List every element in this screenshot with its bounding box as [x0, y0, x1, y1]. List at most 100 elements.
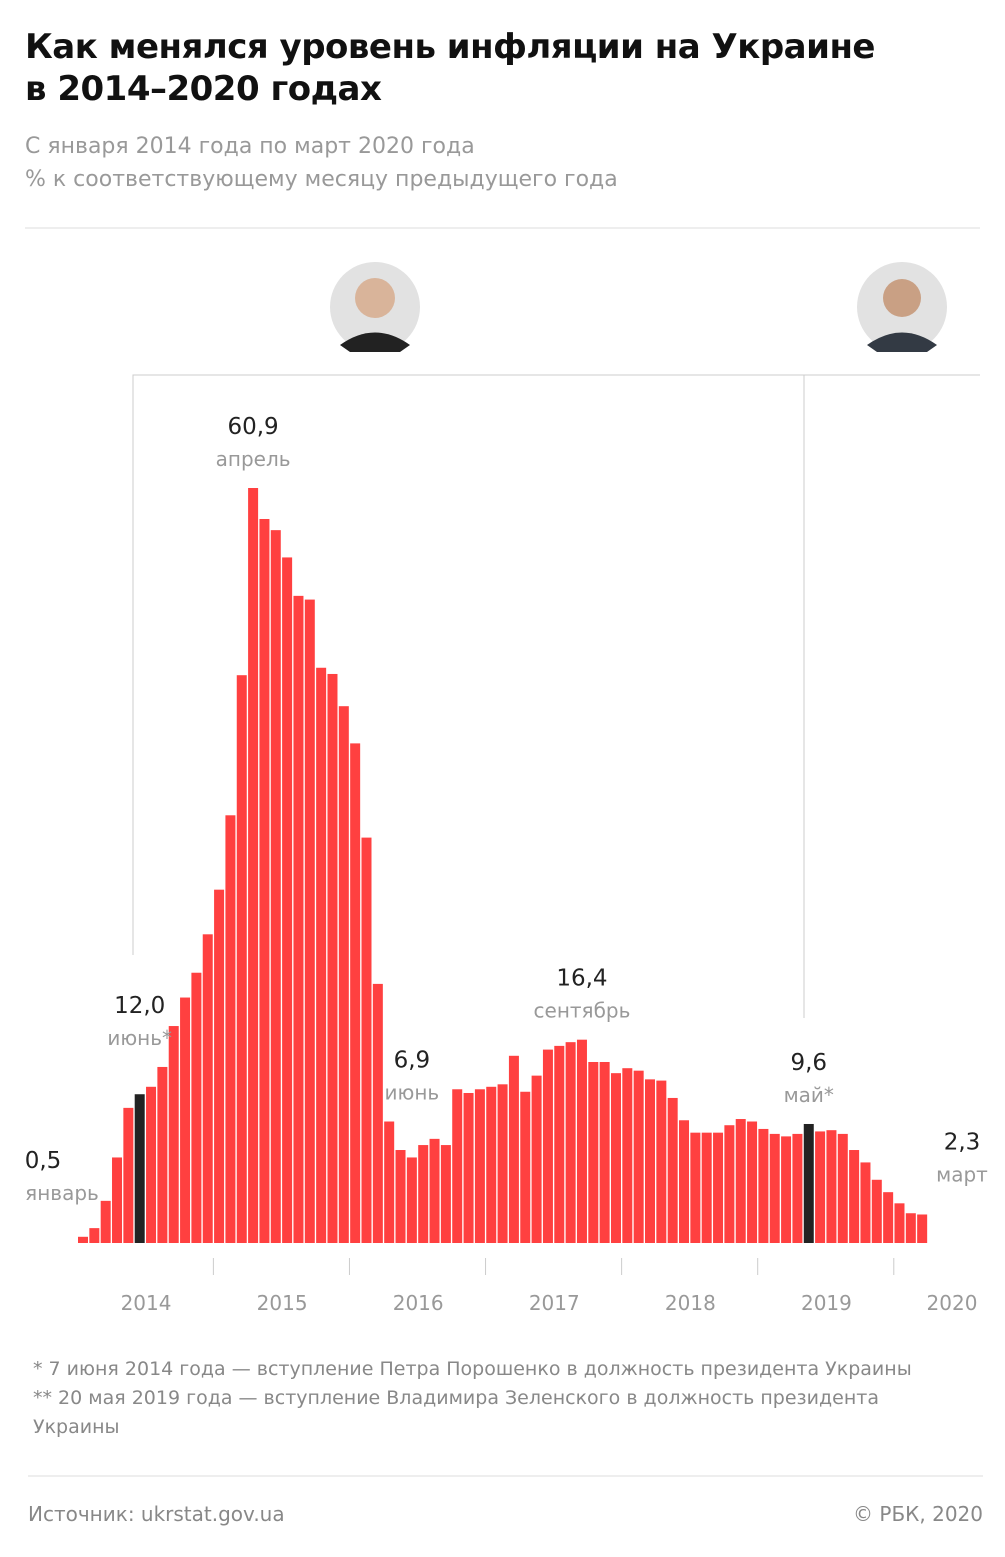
x-tick-label: 2015: [257, 1291, 308, 1315]
x-tick-label: 2018: [665, 1291, 716, 1315]
subtitle-line: С января 2014 года по март 2020 года: [25, 134, 475, 159]
title-line: в 2014–2020 годах: [25, 69, 382, 109]
bar: [168, 1026, 179, 1243]
value-label: 9,6: [790, 1050, 827, 1076]
month-label: апрель: [216, 447, 291, 471]
bar: [282, 557, 293, 1243]
bar: [259, 518, 270, 1243]
bar: [837, 1133, 848, 1243]
title: Как менялся уровень инфляции на Украине …: [25, 26, 876, 110]
bar: [146, 1086, 157, 1243]
bar: [917, 1214, 928, 1243]
bar: [815, 1131, 826, 1243]
bar: [112, 1157, 123, 1243]
bar: [497, 1084, 508, 1243]
bar: [293, 595, 304, 1243]
bar: [905, 1213, 916, 1243]
bar: [769, 1133, 780, 1243]
bar: [100, 1200, 111, 1243]
value-label: 12,0: [114, 993, 165, 1019]
bar: [849, 1150, 860, 1243]
bar: [123, 1107, 134, 1243]
bar: [713, 1132, 724, 1243]
month-label: июнь*: [107, 1026, 172, 1050]
bar: [735, 1119, 746, 1243]
bar: [406, 1157, 417, 1243]
portrait-face: [355, 278, 395, 318]
bar: [554, 1045, 565, 1243]
portrait-suit: [340, 332, 410, 352]
title-line: Как менялся уровень инфляции на Украине: [25, 27, 876, 67]
bar: [361, 837, 372, 1243]
bar: [656, 1080, 667, 1243]
bar: [633, 1070, 644, 1243]
bar: [679, 1120, 690, 1243]
bar: [270, 530, 281, 1243]
bar: [157, 1066, 168, 1243]
bar: [588, 1061, 599, 1243]
bar: [871, 1179, 882, 1243]
subtitle: С января 2014 года по март 2020 года % к…: [25, 130, 618, 196]
bar: [429, 1138, 440, 1243]
bar: [576, 1039, 587, 1243]
bar: [452, 1089, 463, 1243]
bar: [701, 1132, 712, 1243]
bar: [565, 1042, 576, 1243]
month-label: март: [936, 1162, 988, 1186]
bar: [191, 972, 202, 1243]
bar: [781, 1136, 792, 1243]
bar: [304, 599, 315, 1243]
portrait-face: [883, 279, 921, 317]
source: Источник: ukrstat.gov.ua: [28, 1502, 285, 1526]
bar: [372, 983, 383, 1243]
bar: [610, 1073, 621, 1243]
bar: [792, 1133, 803, 1243]
bar: [486, 1086, 497, 1243]
bar: [395, 1150, 406, 1243]
value-label: 2,3: [944, 1129, 981, 1155]
month-label: сентябрь: [534, 999, 631, 1023]
bar: [826, 1130, 837, 1243]
bar: [202, 934, 213, 1243]
bar: [89, 1228, 100, 1243]
bar: [338, 706, 349, 1243]
bar: [134, 1094, 145, 1243]
bar: [316, 667, 327, 1243]
bar: [350, 743, 361, 1243]
value-label: 6,9: [394, 1048, 431, 1074]
bar: [724, 1125, 735, 1243]
footnotes: * 7 июня 2014 года — вступление Петра По…: [33, 1355, 963, 1442]
copyright: © РБК, 2020: [853, 1502, 983, 1526]
bar: [463, 1092, 474, 1243]
bar: [803, 1123, 814, 1243]
bar: [474, 1089, 485, 1243]
bar: [78, 1236, 88, 1243]
bar: [180, 997, 191, 1243]
x-tick-label: 2017: [529, 1291, 580, 1315]
bar: [327, 673, 338, 1243]
bar: [225, 815, 236, 1243]
bar: [520, 1091, 531, 1243]
footnote: ** 20 мая 2019 года — вступление Владими…: [33, 1387, 879, 1438]
bar: [418, 1145, 429, 1243]
bar: [531, 1075, 542, 1243]
term-line: [132, 374, 980, 955]
month-label: январь: [25, 1181, 99, 1205]
x-tick-label: 2019: [801, 1291, 852, 1315]
bar: [645, 1079, 655, 1243]
bar: [758, 1128, 769, 1243]
value-label: 16,4: [556, 966, 607, 992]
month-label: июнь: [385, 1081, 440, 1105]
bar: [860, 1162, 871, 1243]
value-label: 60,9: [227, 414, 278, 440]
subtitle-line: % к соответствующему месяцу предыдущего …: [25, 167, 618, 192]
bar: [667, 1097, 678, 1243]
bar: [690, 1132, 701, 1243]
bar: [747, 1121, 758, 1243]
bar: [236, 675, 247, 1243]
month-label: май*: [784, 1083, 834, 1107]
footnote: * 7 июня 2014 года — вступление Петра По…: [33, 1358, 912, 1380]
bar: [542, 1049, 553, 1243]
